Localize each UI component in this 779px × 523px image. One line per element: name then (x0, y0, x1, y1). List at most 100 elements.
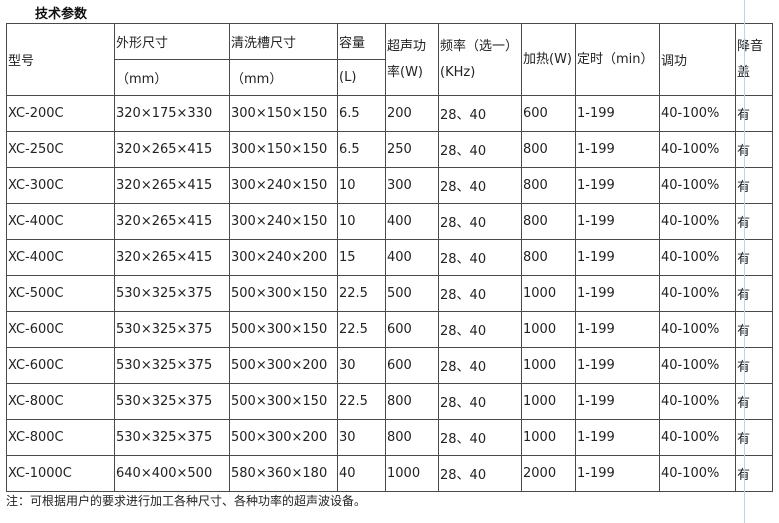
header-capacity: 容量 (337, 23, 386, 60)
cell-heating: 800 (521, 167, 576, 204)
cell-outer-size: 530×325×375 (114, 347, 230, 384)
cell-model: XC-200C (6, 95, 115, 132)
guide-line (744, 0, 745, 523)
cell-power-adjust: 40-100% (659, 419, 736, 456)
cell-tank-size: 500×300×200 (229, 419, 338, 456)
cell-capacity: 22.5 (337, 275, 386, 312)
cell-frequency: 28、40 (438, 347, 522, 384)
table-row: XC-1000C 640×400×500 580×360×180 40 1000 28、4… (6, 455, 773, 492)
cell-noise-cover: 有 (735, 167, 773, 204)
cell-noise-cover: 有 (735, 95, 773, 132)
cell-tank-size: 300×240×200 (229, 239, 338, 276)
cell-noise-cover: 有 (735, 131, 773, 168)
cell-power-adjust: 40-100% (659, 239, 736, 276)
table-row: XC-400C 320×265×415 300×240×150 10 400 28、40 8… (6, 203, 773, 240)
cell-capacity: 40 (337, 455, 386, 492)
table-row: XC-800C 530×325×375 500×300×150 22.5 800 28、4… (6, 383, 773, 420)
cell-frequency: 28、40 (438, 455, 522, 492)
cell-outer-size: 530×325×375 (114, 275, 230, 312)
cell-capacity: 6.5 (337, 131, 386, 168)
cell-timer: 1-199 (575, 167, 660, 204)
cell-frequency: 28、40 (438, 131, 522, 168)
table-row: XC-600C 530×325×375 500×300×150 22.5 600 28、4… (6, 311, 773, 348)
table-row: XC-300C 320×265×415 300×240×150 10 300 28、40 8… (6, 167, 773, 204)
cell-frequency: 28、40 (438, 95, 522, 132)
cell-power-adjust: 40-100% (659, 311, 736, 348)
cell-ultrasonic-power: 800 (385, 383, 439, 420)
cell-timer: 1-199 (575, 275, 660, 312)
cell-outer-size: 530×325×375 (114, 419, 230, 456)
header-unit-row: （mm） （mm） (L) (7, 59, 773, 96)
cell-tank-size: 300×150×150 (229, 95, 338, 132)
cell-timer: 1-199 (575, 203, 660, 240)
cell-tank-size: 500×300×150 (229, 311, 338, 348)
cell-model: XC-500C (6, 275, 115, 312)
cell-tank-size: 500×300×150 (229, 275, 338, 312)
cell-ultrasonic-power: 400 (385, 239, 439, 276)
cell-noise-cover: 有 (735, 419, 773, 456)
cell-ultrasonic-power: 600 (385, 347, 439, 384)
cell-tank-size: 500×300×200 (229, 347, 338, 384)
cell-model: XC-600C (6, 311, 115, 348)
cell-noise-cover: 有 (735, 275, 773, 312)
cell-power-adjust: 40-100% (659, 347, 736, 384)
cell-capacity: 30 (337, 419, 386, 456)
cell-outer-size: 320×175×330 (114, 95, 230, 132)
header-ultrasonic-power: 超声功率(W) (385, 23, 439, 96)
cell-heating: 1000 (521, 311, 576, 348)
cell-noise-cover: 有 (735, 203, 773, 240)
header-heating: 加热(W) (521, 23, 576, 96)
cell-ultrasonic-power: 200 (385, 95, 439, 132)
header-row: 型号 外形尺寸 清洗槽尺寸 容量 超声功率(W) 频率（选一）(KHz) 加热(… (6, 23, 773, 96)
cell-heating: 1000 (521, 383, 576, 420)
table-row: XC-500C 530×325×375 500×300×150 22.5 500 28、4… (6, 275, 773, 312)
cell-heating: 800 (521, 131, 576, 168)
cell-model: XC-250C (6, 131, 115, 168)
cell-tank-size: 300×240×150 (229, 203, 338, 240)
header-tank-size-unit: （mm） (229, 59, 338, 96)
cell-noise-cover: 有 (735, 455, 773, 492)
cell-outer-size: 530×325×375 (114, 311, 230, 348)
cell-capacity: 30 (337, 347, 386, 384)
footnote: 注：可根据用户的要求进行加工各种尺寸、各种功率的超声波设备。 (6, 494, 367, 508)
cell-heating: 1000 (521, 347, 576, 384)
cell-timer: 1-199 (575, 131, 660, 168)
cell-model: XC-600C (6, 347, 115, 384)
cell-noise-cover: 有 (735, 311, 773, 348)
cell-frequency: 28、40 (438, 275, 522, 312)
header-noise-cover: 降音盖 (735, 23, 773, 96)
cell-heating: 2000 (521, 455, 576, 492)
cell-noise-cover: 有 (735, 347, 773, 384)
section-title: 技术参数 (35, 7, 88, 22)
cell-ultrasonic-power: 600 (385, 311, 439, 348)
cell-frequency: 28、40 (438, 239, 522, 276)
cell-timer: 1-199 (575, 239, 660, 276)
header-capacity-unit: (L) (337, 59, 386, 96)
cell-model: XC-400C (6, 203, 115, 240)
spec-table: 型号 外形尺寸 清洗槽尺寸 容量 超声功率(W) 频率（选一）(KHz) 加热(… (6, 23, 773, 492)
table-row: XC-600C 530×325×375 500×300×200 30 600 28、40 1… (6, 347, 773, 384)
cell-tank-size: 300×150×150 (229, 131, 338, 168)
cell-tank-size: 500×300×150 (229, 383, 338, 420)
cell-outer-size: 320×265×415 (114, 167, 230, 204)
cell-outer-size: 640×400×500 (114, 455, 230, 492)
cell-noise-cover: 有 (735, 239, 773, 276)
cell-frequency: 28、40 (438, 203, 522, 240)
cell-model: XC-800C (6, 419, 115, 456)
header-outer-size: 外形尺寸 (114, 23, 230, 60)
cell-ultrasonic-power: 400 (385, 203, 439, 240)
cell-timer: 1-199 (575, 95, 660, 132)
cell-outer-size: 530×325×375 (114, 383, 230, 420)
cell-capacity: 22.5 (337, 311, 386, 348)
cell-outer-size: 320×265×415 (114, 203, 230, 240)
cell-power-adjust: 40-100% (659, 383, 736, 420)
cell-heating: 1000 (521, 275, 576, 312)
cell-power-adjust: 40-100% (659, 203, 736, 240)
cell-ultrasonic-power: 250 (385, 131, 439, 168)
cell-heating: 1000 (521, 419, 576, 456)
header-frequency: 频率（选一）(KHz) (438, 23, 522, 96)
cell-frequency: 28、40 (438, 311, 522, 348)
cell-capacity: 10 (337, 167, 386, 204)
table-row: XC-800C 530×325×375 500×300×200 30 800 28、40 1… (6, 419, 773, 456)
cell-model: XC-400C (6, 239, 115, 276)
